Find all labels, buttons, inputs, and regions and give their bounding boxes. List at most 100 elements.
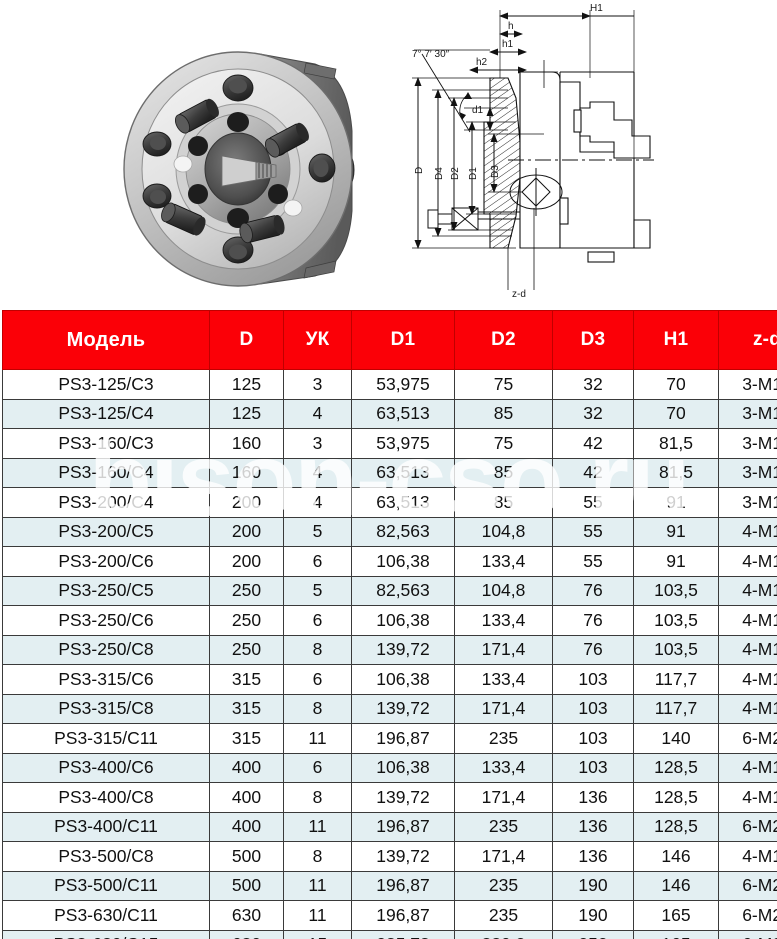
col-header-d3[interactable]: D3 xyxy=(552,310,634,370)
cell-D1: 196,87 xyxy=(351,723,455,754)
cell-D: 160 xyxy=(209,428,284,459)
cell-D1: 82,563 xyxy=(351,575,455,606)
col-header-h1[interactable]: H1 xyxy=(633,310,719,370)
cell-D3: 42 xyxy=(552,428,634,459)
cell-D3: 32 xyxy=(552,369,634,400)
cell-D3: 55 xyxy=(552,546,634,577)
cell-model: PS3-400/C8 xyxy=(2,782,210,813)
cell-model: PS3-250/C5 xyxy=(2,575,210,606)
col-header-d1[interactable]: D1 xyxy=(351,310,455,370)
cell-D2: 75 xyxy=(454,428,553,459)
col-header-d2[interactable]: D2 xyxy=(454,310,553,370)
cell-H1: 91 xyxy=(633,487,719,518)
cell-D2: 171,4 xyxy=(454,693,553,724)
col-header-model[interactable]: Модель xyxy=(2,310,210,370)
cell-zd: 6-M20 xyxy=(718,811,777,842)
cell-UK: 6 xyxy=(283,546,352,577)
cell-D: 250 xyxy=(209,634,284,665)
cell-zd: 4-M16 xyxy=(718,782,777,813)
cell-D: 630 xyxy=(209,900,284,931)
cell-model: PS3-200/C6 xyxy=(2,546,210,577)
lower-jaw-block xyxy=(559,197,651,263)
cell-zd: 4-M16 xyxy=(718,634,777,665)
cell-D1: 139,72 xyxy=(351,841,455,872)
cell-H1: 91 xyxy=(633,516,719,547)
cell-UK: 8 xyxy=(283,693,352,724)
cell-UK: 8 xyxy=(283,841,352,872)
cell-H1: 70 xyxy=(633,398,719,429)
cell-D1: 196,87 xyxy=(351,811,455,842)
cell-UK: 3 xyxy=(283,369,352,400)
chuck-clamp-screws xyxy=(161,98,309,244)
cell-D1: 106,38 xyxy=(351,546,455,577)
col-header-uk[interactable]: УК xyxy=(283,310,352,370)
cell-D: 160 xyxy=(209,457,284,488)
cell-D: 500 xyxy=(209,841,284,872)
table-body: PS3-125/C3125353,9757532703-M10PS3-125/C… xyxy=(2,369,777,939)
cell-UK: 11 xyxy=(283,811,352,842)
cell-D: 250 xyxy=(209,575,284,606)
cell-UK: 11 xyxy=(283,723,352,754)
cell-D: 400 xyxy=(209,752,284,783)
cell-D1: 63,513 xyxy=(351,457,455,488)
cell-D: 400 xyxy=(209,811,284,842)
cell-zd: 3-M10 xyxy=(718,398,777,429)
cell-UK: 6 xyxy=(283,664,352,695)
chuck-locating-pins xyxy=(173,155,303,217)
cell-D: 200 xyxy=(209,546,284,577)
illustration-area: H1 h h1 h2 d1 7° 7′ 30″ D D4 D2 D1 D3 z-… xyxy=(0,0,777,310)
dim-label-H1: H1 xyxy=(590,3,603,14)
cell-UK: 5 xyxy=(283,575,352,606)
cell-D: 315 xyxy=(209,664,284,695)
cell-zd: 4-M16 xyxy=(718,546,777,577)
cell-D2: 104,8 xyxy=(454,575,553,606)
table-header-row: Модель D УК D1 D2 D3 H1 z-d xyxy=(2,310,777,370)
col-header-zd[interactable]: z-d xyxy=(718,310,777,370)
dim-label-D2: D2 xyxy=(450,167,461,180)
cell-D3: 252 xyxy=(552,929,634,939)
cell-H1: 165 xyxy=(633,900,719,931)
cell-H1: 103,5 xyxy=(633,634,719,665)
cell-H1: 146 xyxy=(633,870,719,901)
cell-D2: 133,4 xyxy=(454,605,553,636)
cell-H1: 165 xyxy=(633,929,719,939)
cell-D1: 196,87 xyxy=(351,900,455,931)
cell-H1: 103,5 xyxy=(633,575,719,606)
cell-D: 500 xyxy=(209,870,284,901)
cell-zd: 4-M10 xyxy=(718,575,777,606)
cell-D: 630 xyxy=(209,929,284,939)
cell-D2: 235 xyxy=(454,811,553,842)
col-header-d[interactable]: D xyxy=(209,310,284,370)
cell-D1: 82,563 xyxy=(351,516,455,547)
dim-label-h: h xyxy=(508,21,514,32)
cell-zd: 4-M12 xyxy=(718,605,777,636)
cell-D3: 103 xyxy=(552,723,634,754)
cell-D2: 133,4 xyxy=(454,546,553,577)
table-row[interactable]: PS3-630/C1563015285,78330,22521656-M20 xyxy=(2,929,777,939)
cell-D1: 285,78 xyxy=(351,929,455,939)
cell-H1: 81,5 xyxy=(633,457,719,488)
cell-zd: 6-M20 xyxy=(718,723,777,754)
dim-label-D1: D1 xyxy=(468,167,479,180)
cell-D2: 330,2 xyxy=(454,929,553,939)
cell-zd: 4-M12 xyxy=(718,752,777,783)
